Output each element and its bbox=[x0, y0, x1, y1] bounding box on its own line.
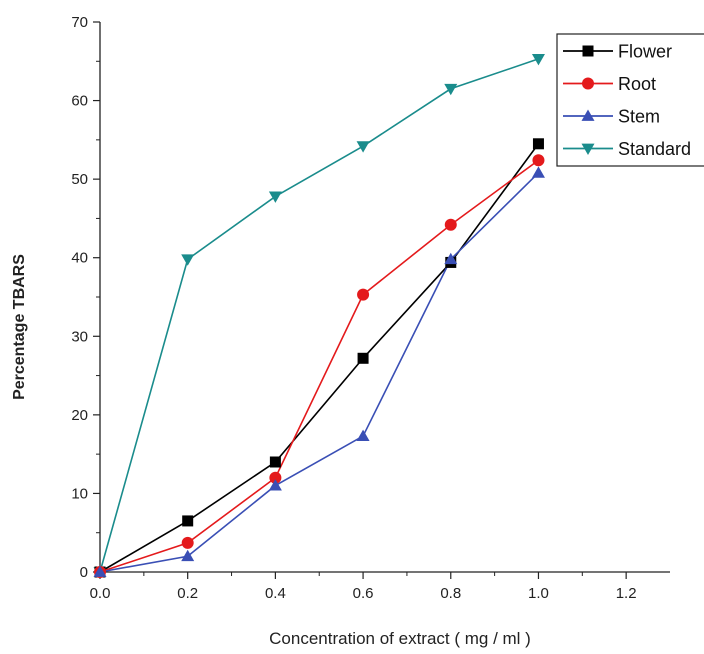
data-point-standard bbox=[181, 254, 195, 266]
y-tick-label: 20 bbox=[71, 407, 88, 424]
y-axis-title: Percentage TBARS bbox=[11, 254, 28, 400]
data-point-flower bbox=[532, 138, 544, 150]
x-tick-label: 0.8 bbox=[440, 585, 461, 602]
x-tick-label: 1.0 bbox=[528, 585, 549, 602]
data-point-root bbox=[181, 536, 194, 549]
data-point-standard bbox=[444, 83, 458, 96]
data-point-stem bbox=[444, 252, 458, 265]
y-tick-label: 40 bbox=[71, 250, 88, 267]
data-point-flower bbox=[269, 456, 281, 468]
series-markers bbox=[93, 54, 545, 579]
legend-label-stem: Stem bbox=[618, 107, 660, 127]
x-axis-title: Concentration of extract ( mg / ml ) bbox=[269, 629, 531, 648]
y-tick-label: 0 bbox=[80, 564, 88, 581]
data-point-flower bbox=[357, 352, 369, 364]
y-tick-label: 30 bbox=[71, 328, 88, 345]
x-ticks: 0.0 0.2 0.4 0.6 0.8 1.0 1.2 bbox=[90, 572, 637, 602]
series-line-flower bbox=[99, 143, 540, 573]
data-point-standard bbox=[268, 191, 282, 203]
y-ticks: 0 10 20 30 40 50 60 70 bbox=[71, 14, 100, 581]
data-point-root bbox=[532, 154, 545, 167]
legend-label-standard: Standard bbox=[618, 139, 691, 159]
series-line-stem bbox=[99, 172, 540, 573]
legend-box bbox=[556, 33, 704, 167]
legend: Flower Root Stem Standard bbox=[556, 33, 704, 167]
legend-marker-flower bbox=[582, 45, 594, 57]
y-tick-label: 10 bbox=[71, 485, 88, 502]
y-tick-label: 70 bbox=[71, 14, 88, 31]
series-lines bbox=[99, 58, 540, 573]
x-tick-label: 0.4 bbox=[265, 585, 286, 602]
data-point-flower bbox=[182, 515, 194, 527]
x-tick-label: 0.6 bbox=[353, 585, 374, 602]
data-point-standard bbox=[531, 54, 545, 66]
data-point-root bbox=[269, 471, 282, 484]
legend-label-root: Root bbox=[618, 74, 656, 94]
data-point-root bbox=[444, 218, 457, 231]
legend-marker-stem bbox=[581, 109, 595, 121]
data-point-stem bbox=[356, 429, 370, 441]
data-point-root bbox=[357, 288, 370, 301]
y-tick-label: 60 bbox=[71, 93, 88, 110]
legend-marker-root bbox=[582, 77, 594, 90]
data-point-stem bbox=[181, 549, 195, 562]
legend-marker-standard bbox=[581, 143, 595, 155]
x-tick-label: 0.2 bbox=[177, 585, 198, 602]
data-point-stem bbox=[93, 565, 107, 577]
x-tick-label: 1.2 bbox=[616, 585, 637, 602]
y-tick-label: 50 bbox=[71, 171, 88, 188]
data-point-stem bbox=[268, 479, 282, 491]
data-point-standard bbox=[356, 141, 370, 153]
x-tick-label: 0.0 bbox=[90, 585, 111, 602]
series-line-standard bbox=[99, 58, 539, 573]
legend-label-flower: Flower bbox=[618, 42, 672, 62]
data-point-stem bbox=[531, 166, 545, 178]
series-line-root bbox=[99, 159, 539, 573]
